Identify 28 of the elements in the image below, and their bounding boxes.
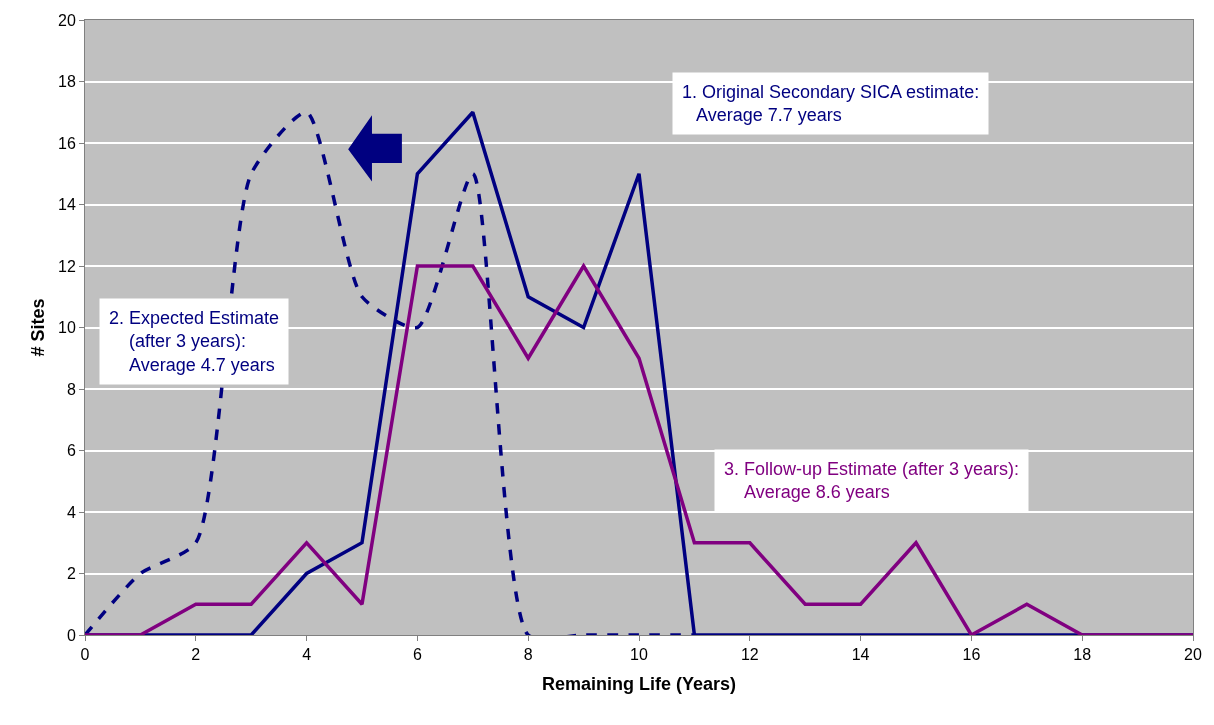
annotation: 1. Original Secondary SICA estimate: Average 7.7 years (682, 82, 980, 126)
y-tick-label: 18 (58, 73, 76, 91)
x-tick-label: 12 (740, 646, 759, 664)
y-tick-label: 0 (66, 626, 76, 644)
annotation: 3. Follow-up Estimate (after 3 years): Average 8.6 years (724, 459, 1020, 503)
line-series (85, 264, 1193, 635)
x-tick-label: 16 (962, 646, 981, 664)
y-tick-label: 2 (66, 565, 76, 583)
y-tick-label: 16 (58, 134, 76, 152)
x-axis-title: Remaining Life (Years) (541, 674, 737, 695)
x-tick-label: 18 (1073, 646, 1092, 664)
y-tick-label: 14 (58, 196, 76, 214)
x-tick-label: 8 (523, 646, 533, 664)
y-tick-label: 8 (66, 380, 76, 398)
x-tick-label: 10 (630, 646, 648, 664)
annotation: 2. Expected Estimate (after 3 years): Average 4.7 years (109, 308, 280, 375)
y-tick-label: 10 (58, 319, 76, 337)
x-tick-label: 2 (191, 646, 201, 664)
y-tick-label: 4 (66, 503, 76, 521)
x-tick-label: 14 (851, 646, 870, 664)
x-tick-label: 0 (80, 646, 90, 664)
y-axis-title: # Sites (28, 298, 49, 357)
x-tick-label: 20 (1184, 646, 1202, 664)
y-tick-label: 12 (58, 257, 76, 275)
y-tick-label: 20 (58, 11, 76, 29)
y-tick-label: 6 (66, 442, 76, 460)
x-tick-label: 6 (412, 646, 422, 664)
x-tick-label: 4 (302, 646, 312, 664)
